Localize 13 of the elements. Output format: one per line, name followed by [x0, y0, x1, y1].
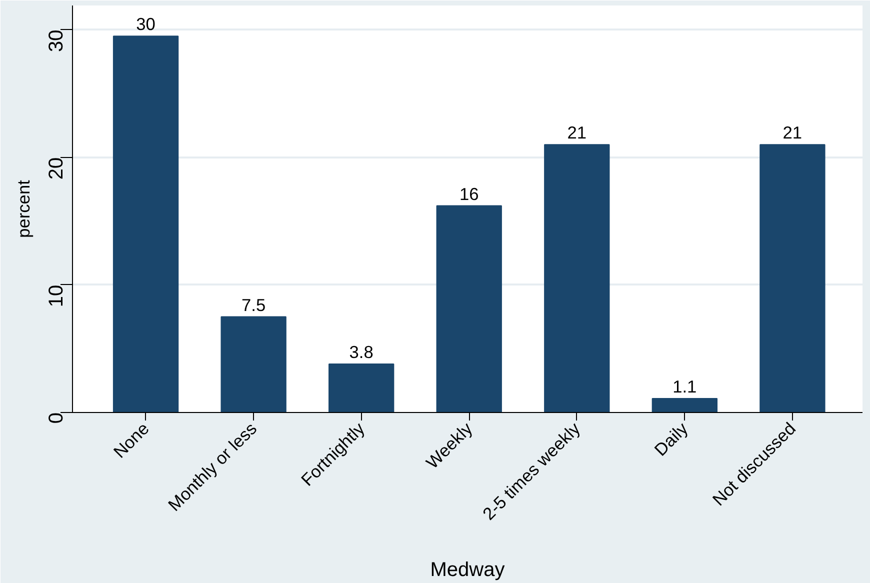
y-axis-title: percent	[14, 180, 34, 238]
y-tick-label: 10	[46, 284, 68, 308]
x-axis-title: Medway	[430, 558, 505, 581]
text: 7.5	[242, 294, 266, 315]
text: 1.1	[672, 376, 697, 396]
text: 21	[782, 122, 802, 143]
text: 30	[136, 14, 156, 34]
text: 3.8	[349, 342, 374, 362]
y-tick-label: 0	[46, 412, 68, 424]
text: 16	[459, 184, 479, 204]
y-tick-label: 20	[46, 157, 68, 180]
y-tick-label: 30	[46, 30, 68, 52]
text: 21	[567, 122, 587, 143]
